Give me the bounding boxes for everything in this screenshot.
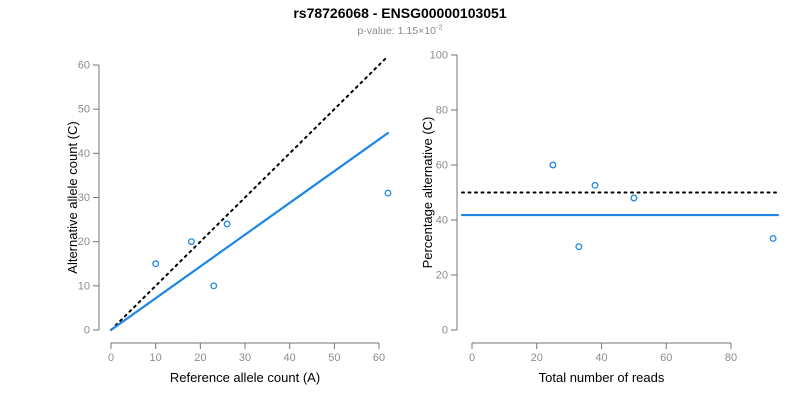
y-axis-label: Percentage alternative (C)	[420, 117, 435, 269]
x-tick-label: 40	[284, 352, 296, 364]
y-tick-label: 30	[78, 192, 90, 204]
x-tick-label: 80	[725, 352, 737, 364]
data-point	[575, 243, 583, 251]
data-point	[630, 194, 638, 202]
regression-line	[109, 131, 390, 332]
data-point	[549, 161, 557, 169]
x-tick-label: 20	[531, 352, 543, 364]
y-tick-label: 100	[430, 50, 448, 62]
y-tick-label: 60	[78, 59, 90, 71]
plot-subtitle: p-value: 1.15×10-2	[0, 22, 800, 37]
x-axis-label: Reference allele count (A)	[170, 370, 320, 385]
y-tick-label: 20	[436, 270, 448, 282]
x-tick-label: 0	[108, 352, 114, 364]
identity-line	[110, 55, 389, 331]
x-tick-label: 50	[328, 352, 340, 364]
plot-title: rs78726068 - ENSG00000103051	[293, 5, 507, 21]
y-tick-label: 60	[436, 160, 448, 172]
x-tick-label: 30	[239, 352, 251, 364]
scatter-plot-allele-counts: 0 10 20 30 40 50 60 0 10 20 30 40 50 60 Reference alle…	[65, 55, 392, 385]
data-point	[384, 189, 392, 197]
x-axis-label: Total number of reads	[539, 370, 665, 385]
y-tick-label: 50	[78, 104, 90, 116]
scatter-plot-percentage-alternative: 0 20 40 60 80 100 0 20 40 60 80 Total number of rea…	[420, 50, 780, 385]
y-tick-label: 10	[78, 280, 90, 292]
data-point	[769, 234, 777, 242]
pvalue-text: p-value: 1.15×10	[357, 25, 436, 37]
data-point	[223, 220, 231, 228]
x-tick-label: 0	[469, 352, 475, 364]
data-point	[187, 238, 195, 246]
data-point	[152, 260, 160, 268]
y-axis-label: Alternative allele count (C)	[65, 121, 80, 273]
x-tick-label: 40	[595, 352, 607, 364]
y-tick-label: 20	[78, 236, 90, 248]
y-tick-label: 40	[78, 148, 90, 160]
x-tick-label: 20	[194, 352, 206, 364]
x-tick-label: 60	[660, 352, 672, 364]
data-point	[591, 181, 599, 189]
y-tick-label: 80	[436, 105, 448, 117]
data-point	[210, 282, 218, 290]
y-tick-label: 40	[436, 215, 448, 227]
x-tick-label: 10	[150, 352, 162, 364]
y-tick-label: 0	[442, 325, 448, 337]
x-tick-label: 60	[373, 352, 385, 364]
pvalue-exponent: -2	[435, 22, 443, 32]
y-tick-label: 0	[84, 325, 90, 337]
